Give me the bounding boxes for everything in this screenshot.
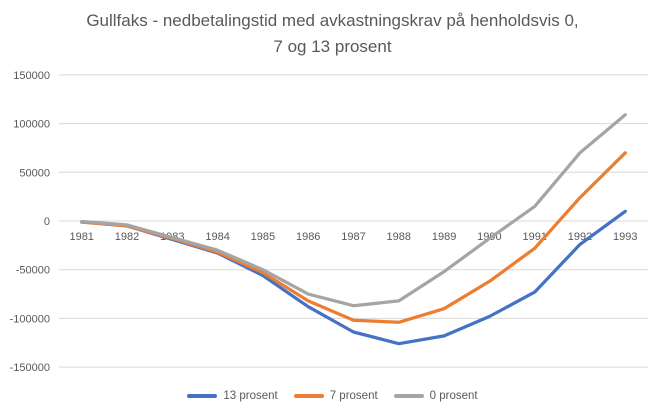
x-axis-tick-label: 1982 <box>115 231 139 243</box>
x-axis-tick-label: 1981 <box>69 231 93 243</box>
x-axis-tick-label: 1993 <box>613 231 637 243</box>
legend-line-marker <box>393 394 424 398</box>
chart-title-line-1: Gullfaks - nedbetalingstid med avkastnin… <box>86 11 579 30</box>
x-axis-tick-label: 1988 <box>387 231 411 243</box>
chart-title-line-2: 7 og 13 prosent <box>273 37 392 56</box>
y-axis-tick-label: 150000 <box>13 70 50 82</box>
y-axis-tick-label: 50000 <box>19 167 50 179</box>
y-axis-tick-label: 100000 <box>13 119 50 131</box>
y-axis-tick-label: -150000 <box>10 362 50 374</box>
legend-item-13-prosent: 13 prosent <box>187 389 278 403</box>
x-axis-tick-label: 1984 <box>205 231 229 243</box>
legend-item-7-prosent: 7 prosent <box>293 389 378 403</box>
x-axis-tick-label: 1986 <box>296 231 320 243</box>
y-axis-tick-label: 0 <box>44 216 50 228</box>
chart-title: Gullfaks - nedbetalingstid med avkastnin… <box>0 8 665 60</box>
chart-legend: 13 prosent 7 prosent 0 prosent <box>0 387 665 405</box>
legend-label: 0 prosent <box>429 390 478 402</box>
legend-line-marker <box>293 394 324 398</box>
y-axis-tick-label: -100000 <box>10 313 50 325</box>
x-axis-tick-label: 1987 <box>341 231 365 243</box>
legend-label: 7 prosent <box>329 390 378 402</box>
legend-label: 13 prosent <box>223 390 278 402</box>
series-line-0-prosent <box>80 113 627 308</box>
y-axis-tick-label: -50000 <box>16 265 50 277</box>
legend-line-marker <box>187 394 218 398</box>
x-axis-tick-label: 1985 <box>251 231 275 243</box>
x-axis-tick-label: 1989 <box>432 231 456 243</box>
legend-item-0-prosent: 0 prosent <box>393 389 478 403</box>
